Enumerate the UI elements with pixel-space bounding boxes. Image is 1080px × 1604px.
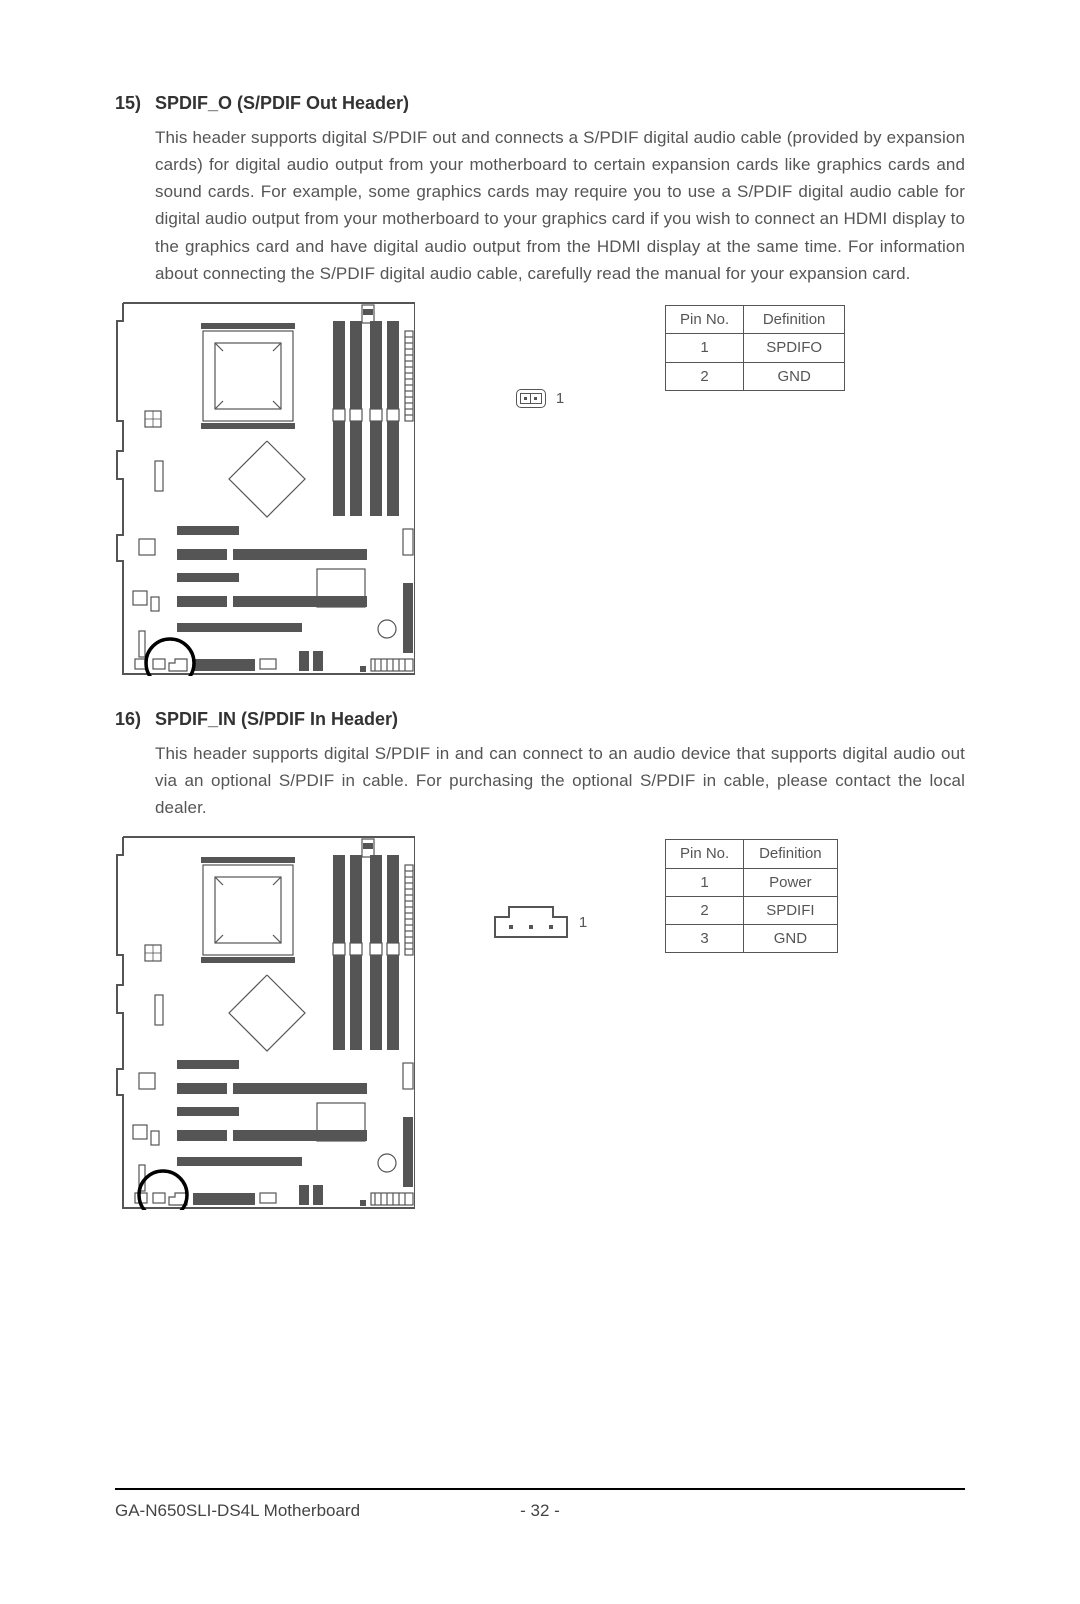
section-number: 16) bbox=[115, 706, 155, 734]
manual-page: 15)SPDIF_O (S/PDIF Out Header) This head… bbox=[0, 0, 1080, 1604]
table-row: 1 SPDIFO bbox=[666, 334, 845, 362]
footer-model: GA-N650SLI-DS4L Motherboard bbox=[115, 1498, 506, 1524]
connector-illustration: 1 bbox=[415, 835, 665, 939]
section-content-row: 1 Pin No. Definition 1 SPDIFO 2 GND bbox=[115, 301, 965, 676]
pin-definition-table: Pin No. Definition 1 Power 2 SPDIFI 3 GN… bbox=[665, 839, 838, 953]
col-pin-no: Pin No. bbox=[666, 306, 744, 334]
col-definition: Definition bbox=[744, 840, 837, 868]
col-pin-no: Pin No. bbox=[666, 840, 744, 868]
section-body: This header supports digital S/PDIF out … bbox=[155, 124, 965, 287]
table-row: 2 GND bbox=[666, 362, 845, 390]
footer-page-number: - 32 - bbox=[506, 1498, 574, 1524]
section-heading: 15)SPDIF_O (S/PDIF Out Header) bbox=[115, 90, 965, 118]
section-title: SPDIF_O (S/PDIF Out Header) bbox=[155, 93, 409, 113]
table-row: 2 SPDIFI bbox=[666, 896, 838, 924]
connector-illustration: 1 bbox=[415, 301, 665, 410]
section-16: 16)SPDIF_IN (S/PDIF In Header) This head… bbox=[115, 706, 965, 1210]
pin-1-label: 1 bbox=[579, 911, 587, 934]
motherboard-diagram bbox=[115, 301, 415, 676]
section-content-row: 1 Pin No. Definition 1 Power 2 SPDIFI 3 bbox=[115, 835, 965, 1210]
section-title: SPDIF_IN (S/PDIF In Header) bbox=[155, 709, 398, 729]
pin-definition-table: Pin No. Definition 1 SPDIFO 2 GND bbox=[665, 305, 845, 391]
section-heading: 16)SPDIF_IN (S/PDIF In Header) bbox=[115, 706, 965, 734]
section-body: This header supports digital S/PDIF in a… bbox=[155, 740, 965, 822]
pin-1-label: 1 bbox=[556, 387, 564, 410]
page-footer: GA-N650SLI-DS4L Motherboard - 32 - bbox=[115, 1488, 965, 1524]
two-pin-header-icon bbox=[516, 389, 546, 408]
table-row: 3 GND bbox=[666, 925, 838, 953]
table-header-row: Pin No. Definition bbox=[666, 306, 845, 334]
table-header-row: Pin No. Definition bbox=[666, 840, 838, 868]
section-number: 15) bbox=[115, 90, 155, 118]
table-row: 1 Power bbox=[666, 868, 838, 896]
motherboard-diagram bbox=[115, 835, 415, 1210]
col-definition: Definition bbox=[744, 306, 845, 334]
section-15: 15)SPDIF_O (S/PDIF Out Header) This head… bbox=[115, 90, 965, 676]
three-pin-header-icon bbox=[493, 905, 569, 939]
